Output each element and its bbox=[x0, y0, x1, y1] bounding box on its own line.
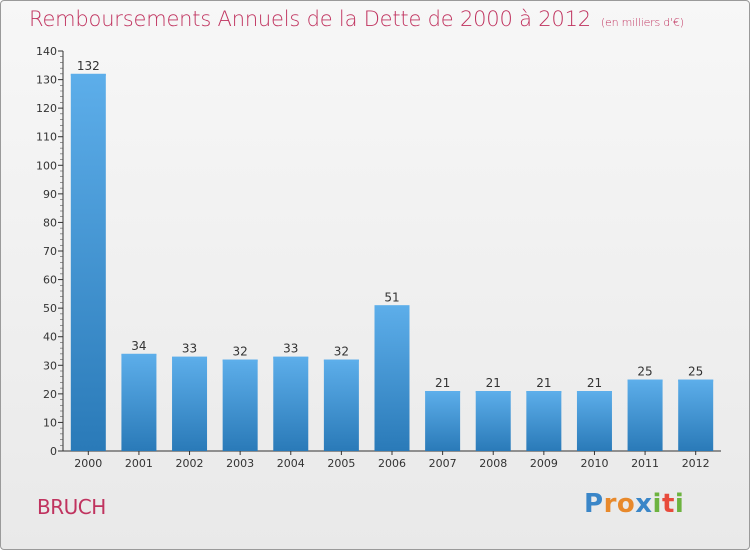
y-tick-label: 70 bbox=[43, 245, 57, 258]
y-tick-label: 110 bbox=[36, 131, 57, 144]
bar-cap bbox=[425, 391, 461, 393]
x-tick-label: 2008 bbox=[479, 457, 507, 470]
chart-subtitle: (en milliers d'€) bbox=[600, 16, 684, 29]
x-tick-label: 2011 bbox=[631, 457, 659, 470]
bar-value-label: 32 bbox=[233, 345, 248, 359]
y-tick-label: 20 bbox=[43, 388, 57, 401]
bar-value-label: 21 bbox=[486, 376, 501, 390]
bar-cap bbox=[273, 356, 309, 359]
logo-letter: r bbox=[603, 489, 617, 519]
logo-letter: i bbox=[674, 489, 685, 519]
bar-value-label: 132 bbox=[77, 59, 100, 73]
bar-value-label: 25 bbox=[688, 365, 703, 379]
chart-title-text: Remboursements Annuels de la Dette de 20… bbox=[29, 7, 591, 31]
y-tick-label: 30 bbox=[43, 359, 57, 372]
y-tick-label: 0 bbox=[50, 445, 57, 458]
y-tick-label: 60 bbox=[43, 274, 57, 287]
y-tick-label: 80 bbox=[43, 216, 57, 229]
y-tick-label: 50 bbox=[43, 302, 57, 315]
bar bbox=[425, 391, 461, 451]
x-tick-label: 2009 bbox=[530, 457, 558, 470]
x-tick-label: 2002 bbox=[176, 457, 204, 470]
bar bbox=[323, 359, 359, 451]
y-tick-label: 130 bbox=[36, 74, 57, 87]
y-tick-label: 120 bbox=[36, 102, 57, 115]
x-tick-label: 2005 bbox=[327, 457, 355, 470]
chart-title: Remboursements Annuels de la Dette de 20… bbox=[29, 7, 684, 31]
bars: 132 34 33 32 33 32 51 21 21 21 21 25 25 bbox=[70, 59, 714, 451]
y-tick-label: 10 bbox=[43, 416, 57, 429]
bar bbox=[526, 391, 562, 451]
bar-cap bbox=[70, 73, 106, 76]
bar bbox=[374, 305, 410, 451]
x-tick-label: 2012 bbox=[682, 457, 710, 470]
axes: 0 10 20 30 40 50 60 70 80 90 100 110 120 130 140 2000 20… bbox=[36, 45, 721, 470]
bar-cap bbox=[475, 391, 511, 393]
x-tick-label: 2010 bbox=[580, 457, 608, 470]
proxiti-logo: Proxiti bbox=[584, 489, 684, 519]
y-tick-label: 40 bbox=[43, 331, 57, 344]
logo-letter: o bbox=[616, 489, 636, 519]
logo-letter: x bbox=[635, 489, 653, 519]
bar-value-label: 25 bbox=[637, 365, 652, 379]
bar bbox=[273, 356, 309, 451]
bar-cap bbox=[526, 391, 562, 393]
logo-letter: P bbox=[584, 489, 604, 519]
logo-letter: i bbox=[652, 489, 662, 519]
x-tick-label: 2007 bbox=[429, 457, 457, 470]
bar-value-label: 21 bbox=[587, 376, 602, 390]
bar bbox=[678, 379, 714, 451]
logo-letter: t bbox=[661, 489, 675, 519]
bar bbox=[70, 73, 106, 451]
bar bbox=[627, 379, 663, 451]
bar bbox=[172, 356, 208, 451]
bar bbox=[475, 391, 511, 451]
x-tick-label: 2001 bbox=[125, 457, 153, 470]
bar-value-label: 21 bbox=[435, 376, 450, 390]
x-tick-label: 2000 bbox=[74, 457, 102, 470]
bar-value-label: 33 bbox=[182, 342, 197, 356]
bar-cap bbox=[678, 379, 714, 382]
bar bbox=[222, 359, 258, 451]
bar-value-label: 51 bbox=[384, 290, 399, 304]
bar-cap bbox=[323, 359, 359, 362]
bar-cap bbox=[172, 356, 208, 359]
y-tick-label: 90 bbox=[43, 188, 57, 201]
bar-value-label: 32 bbox=[334, 345, 349, 359]
bar-cap bbox=[121, 353, 157, 356]
y-tick-label: 100 bbox=[36, 159, 57, 172]
bar-value-label: 34 bbox=[131, 339, 146, 353]
commune-name: BRUCH bbox=[37, 495, 106, 519]
bar-value-label: 21 bbox=[536, 376, 551, 390]
bar-cap bbox=[627, 379, 663, 382]
bar-value-label: 33 bbox=[283, 342, 298, 356]
x-tick-label: 2004 bbox=[277, 457, 305, 470]
x-tick-label: 2006 bbox=[378, 457, 406, 470]
bar bbox=[121, 353, 157, 451]
bar bbox=[576, 391, 612, 451]
bar-cap bbox=[374, 305, 410, 308]
bar-cap bbox=[222, 359, 258, 362]
x-tick-label: 2003 bbox=[226, 457, 254, 470]
bar-cap bbox=[576, 391, 612, 393]
y-tick-label: 140 bbox=[36, 45, 57, 58]
